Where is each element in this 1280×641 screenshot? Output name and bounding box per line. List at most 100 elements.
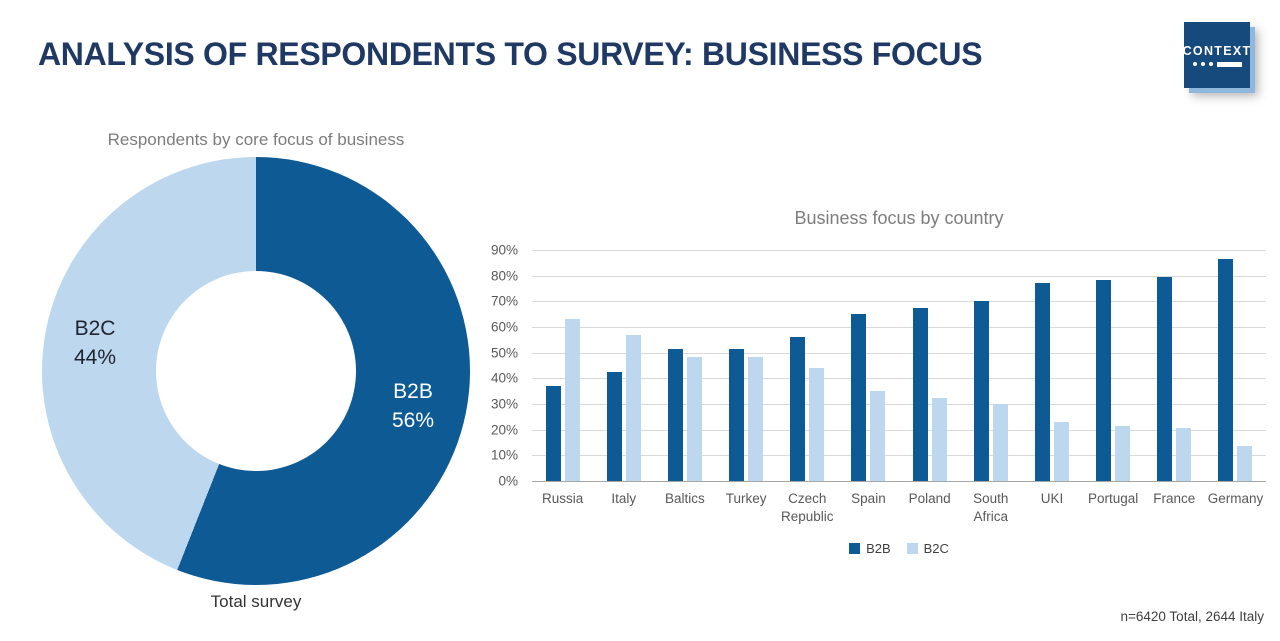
bar-group-italy — [593, 250, 654, 481]
x-label-italy: Italy — [611, 491, 637, 506]
context-logo-underline — [1192, 61, 1242, 67]
y-tick-label: 90% — [490, 242, 518, 258]
bar-b2c-czech-republic — [809, 368, 825, 481]
bar-b2b-turkey — [729, 348, 745, 481]
donut-ring: B2C 44% B2B 56% — [42, 157, 470, 585]
gridline — [532, 301, 1266, 303]
bar-b2b-france — [1157, 276, 1173, 481]
bar-b2c-south-africa — [992, 404, 1008, 481]
bar-group-baltics — [654, 250, 715, 481]
x-label-poland: Poland — [908, 491, 951, 506]
donut-slice-label-b2c: B2C 44% — [40, 314, 150, 372]
bar-b2b-italy — [606, 371, 622, 481]
bar-b2b-baltics — [667, 348, 683, 481]
sample-size-footnote: n=6420 Total, 2644 Italy — [1120, 609, 1265, 624]
x-label-uki: UKI — [1040, 491, 1064, 506]
donut-hole — [156, 271, 356, 471]
x-axis-labels: Russia Italy Baltics Turkey Czech Republic Sp… — [532, 490, 1266, 526]
gridline — [532, 378, 1266, 380]
legend-swatch-b2c — [906, 543, 918, 554]
logo-dot-icon — [1192, 62, 1197, 66]
x-label-russia: Russia — [541, 491, 584, 506]
y-tick-label: 70% — [490, 293, 518, 309]
gridline — [532, 455, 1266, 457]
bar-group-south-africa — [960, 250, 1021, 481]
y-tick-label: 10% — [490, 447, 518, 463]
bar-b2b-spain — [851, 314, 867, 481]
legend-swatch-b2b — [849, 543, 861, 554]
bar-group-germany — [1205, 250, 1266, 481]
bar-chart-title: Business focus by country — [794, 208, 1004, 228]
bar-group-spain — [838, 250, 899, 481]
x-label-czech-republic: Czech Republic — [781, 491, 834, 525]
donut-chart-caption: Total survey — [210, 592, 302, 611]
y-tick-label: 40% — [490, 370, 518, 386]
bar-group-portugal — [1083, 250, 1144, 481]
bar-b2b-czech-republic — [790, 337, 806, 481]
context-logo-face: CONTEXT — [1182, 22, 1252, 88]
legend-item-b2b: B2B — [849, 541, 891, 556]
y-tick-label: 80% — [490, 268, 518, 284]
y-tick-label: 20% — [490, 422, 518, 438]
bar-b2c-turkey — [748, 356, 764, 481]
bar-b2c-france — [1176, 428, 1192, 481]
gridline — [532, 403, 1266, 405]
bar-b2c-uki — [1053, 421, 1069, 481]
bar-group-czech-republic — [777, 250, 838, 481]
donut-chart-title: Respondents by core focus of business — [107, 130, 405, 149]
legend-item-b2c: B2C — [906, 541, 949, 556]
legend: B2B B2C — [532, 541, 1266, 556]
logo-dot-icon — [1200, 62, 1205, 66]
bar-chart-plot-area — [532, 250, 1266, 482]
bar-group-turkey — [716, 250, 777, 481]
bar-b2b-south-africa — [973, 301, 989, 481]
logo-bar-icon — [1216, 61, 1242, 67]
bar-group-poland — [899, 250, 960, 481]
context-logo: CONTEXT — [1182, 22, 1252, 88]
bar-b2c-italy — [625, 334, 641, 481]
x-label-turkey: Turkey — [725, 491, 767, 506]
gridline — [532, 250, 1266, 251]
legend-label-b2c: B2C — [923, 541, 949, 556]
x-label-portugal: Portugal — [1087, 491, 1139, 506]
x-label-spain: Spain — [851, 491, 886, 506]
bar-b2b-uki — [1034, 283, 1050, 481]
x-label-france: France — [1153, 491, 1196, 506]
x-label-baltics: Baltics — [665, 491, 705, 506]
gridline — [532, 275, 1266, 277]
x-label-south-africa: South Africa — [973, 491, 1009, 525]
y-tick-label: 30% — [490, 396, 518, 412]
donut-slice-label-b2b: B2B 56% — [358, 377, 468, 435]
bar-groups — [532, 250, 1266, 481]
context-logo-wordmark: CONTEXT — [1182, 43, 1252, 58]
donut-slice-name: B2B — [393, 380, 433, 403]
logo-dot-icon — [1208, 62, 1213, 66]
bar-b2c-baltics — [686, 356, 702, 481]
donut-slice-value: 56% — [391, 409, 435, 432]
bar-b2c-portugal — [1115, 425, 1131, 481]
y-tick-label: 60% — [490, 319, 518, 335]
y-tick-label: 0% — [498, 473, 518, 489]
gridline — [532, 326, 1266, 328]
gridline — [532, 429, 1266, 431]
legend-label-b2b: B2B — [866, 541, 891, 556]
bar-b2b-russia — [545, 386, 561, 481]
bar-b2c-poland — [931, 397, 947, 481]
bar-b2b-portugal — [1096, 279, 1112, 481]
x-label-germany: Germany — [1207, 491, 1264, 506]
bar-group-uki — [1021, 250, 1082, 481]
bar-b2b-poland — [912, 307, 928, 481]
y-axis: 0% 10% 20% 30% 40% 50% 60% 70% 80% 90% — [462, 243, 524, 489]
bar-group-france — [1144, 250, 1205, 481]
gridline — [532, 352, 1266, 354]
bar-b2c-russia — [564, 319, 580, 481]
bar-group-russia — [532, 250, 593, 481]
donut-slice-value: 44% — [73, 346, 117, 369]
bar-b2c-spain — [870, 391, 886, 481]
page-title: ANALYSIS OF RESPONDENTS TO SURVEY: BUSIN… — [38, 36, 983, 72]
bar-b2b-germany — [1218, 258, 1234, 481]
y-tick-label: 50% — [490, 345, 518, 361]
donut-slice-name: B2C — [74, 317, 116, 340]
bar-b2c-germany — [1237, 446, 1253, 481]
